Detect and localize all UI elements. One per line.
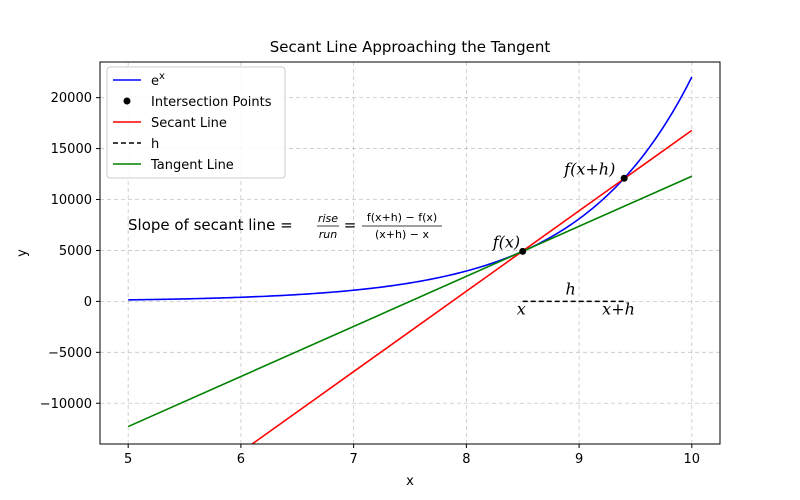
plot-series: [127, 76, 693, 444]
annotation-label: x: [517, 299, 526, 318]
series-secant-line: [251, 129, 693, 444]
x-tick-label: 10: [684, 452, 701, 467]
legend-label-tangent: Tangent Line: [150, 158, 234, 173]
slope-formula: Slope of secant line = rise run = f(x+h)…: [128, 211, 442, 241]
x-tick-label: 8: [462, 452, 470, 467]
formula-run: run: [319, 228, 337, 241]
series-tangent-line: [127, 175, 693, 428]
legend-label-h: h: [151, 137, 159, 152]
series-ex-curve: [128, 76, 693, 301]
legend-label-ex-base: e: [151, 74, 159, 89]
legend: ex Intersection Points Secant Line h Tan…: [106, 66, 286, 179]
chart-title: Secant Line Approaching the Tangent: [270, 38, 551, 56]
y-tick-label: 0: [84, 295, 92, 310]
x-tick-label: 6: [237, 452, 245, 467]
y-tick-label: −10000: [40, 397, 92, 412]
x-tick-label: 7: [349, 452, 357, 467]
formula-prefix: Slope of secant line =: [128, 216, 293, 234]
plot-frame: [99, 61, 721, 445]
y-tick-label: 5000: [59, 244, 92, 259]
formula-rise: rise: [318, 212, 338, 225]
annotation-label: f(x+h): [563, 159, 615, 178]
axes-frame: [99, 61, 721, 445]
y-axis-label: y: [15, 249, 30, 257]
legend-label-ex: ex: [151, 71, 165, 89]
y-tick-label: 20000: [51, 91, 92, 106]
annotations: f(x) f(x+h) h x x+h: [492, 159, 635, 318]
annotation-label: f(x): [492, 232, 520, 251]
formula-equals: =: [344, 216, 357, 234]
y-tick-label: −5000: [48, 346, 92, 361]
y-tick-label: 10000: [51, 193, 92, 208]
annotation-label: h: [565, 279, 575, 298]
legend-label-secant: Secant Line: [151, 116, 227, 131]
annotation-label: x+h: [602, 299, 635, 318]
formula-denominator: (x+h) − x: [375, 228, 429, 241]
ticks: 5 6 7 8 9 10 −10000 −5000 0 5000 10000 15000 20000: [40, 91, 700, 467]
legend-box: [106, 66, 286, 179]
legend-label-ex-sup: x: [159, 71, 165, 82]
x-tick-label: 9: [575, 452, 583, 467]
x-axis-label: x: [406, 474, 414, 489]
formula-numerator: f(x+h) − f(x): [367, 211, 437, 224]
x-tick-label: 5: [124, 452, 132, 467]
y-tick-label: 15000: [51, 142, 92, 157]
intersection-point: [620, 174, 628, 182]
legend-label-points: Intersection Points: [151, 95, 272, 110]
intersection-point: [519, 247, 527, 255]
legend-swatch-points: [123, 97, 131, 105]
